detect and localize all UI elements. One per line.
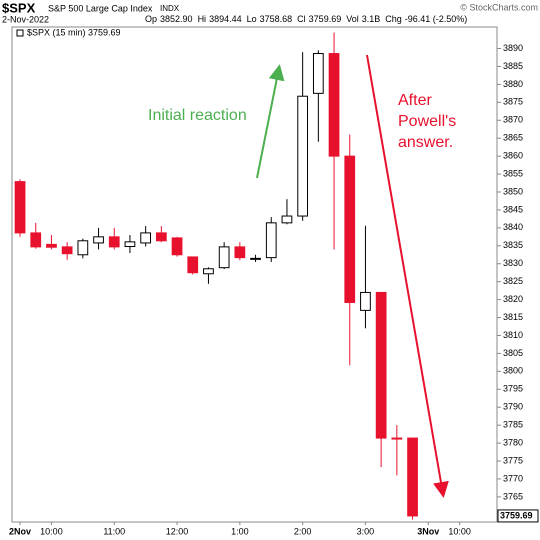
candle-body <box>265 222 277 259</box>
y-tick-label: 3790 <box>503 402 523 412</box>
exchange: INDX <box>160 4 180 13</box>
candle-body <box>30 232 42 248</box>
legend-label: $SPX (15 min) 3759.69 <box>27 27 121 37</box>
y-tick-label: 3865 <box>503 133 523 143</box>
y-tick-label: 3845 <box>503 204 523 214</box>
candle-body <box>297 95 309 217</box>
y-tick-label: 3825 <box>503 276 523 286</box>
candle-body <box>108 236 120 248</box>
y-tick-label: 3770 <box>503 473 523 483</box>
y-tick-label: 3815 <box>503 312 523 322</box>
y-tick-label: 3890 <box>503 43 523 53</box>
chart-subtitle: S&P 500 Large Cap Index <box>48 3 153 13</box>
chart-title: $SPX <box>2 0 36 15</box>
annotation: Powell's <box>398 113 456 130</box>
x-tick-label: 3Nov <box>417 526 439 536</box>
x-tick-label: 1:00 <box>231 526 249 536</box>
y-tick-label: 3885 <box>503 61 523 71</box>
candle-body <box>14 181 26 234</box>
candle-body <box>281 215 293 224</box>
annotation: After <box>398 92 432 109</box>
candle-body <box>46 243 57 248</box>
price-tag-label: 3759.69 <box>500 510 533 520</box>
y-tick-label: 3860 <box>503 151 523 161</box>
x-tick-label: 11:00 <box>103 526 125 536</box>
y-tick-label: 3810 <box>503 330 523 340</box>
y-tick-label: 3870 <box>503 115 523 125</box>
annotation-arrow <box>366 54 449 498</box>
quote-value: 3894.44 <box>209 14 242 24</box>
annotation: Initial reaction <box>148 107 247 124</box>
y-tick-label: 3775 <box>503 455 523 465</box>
quote-label: Cl <box>297 14 306 24</box>
candle-body <box>155 232 167 242</box>
candle-body <box>203 268 214 275</box>
candle-body <box>77 240 89 256</box>
annotation: answer. <box>398 134 453 151</box>
plot-frame <box>11 26 498 523</box>
candle-body <box>344 155 356 303</box>
candle-body <box>234 246 246 259</box>
candle-body <box>250 257 261 260</box>
quote-label: Vol <box>346 14 359 24</box>
copyright: © StockCharts.com <box>460 2 538 12</box>
candle-body <box>93 236 104 244</box>
y-tick-label: 3765 <box>503 491 523 501</box>
quote-label: Lo <box>247 14 257 24</box>
price-tag <box>497 509 539 523</box>
date: 2-Nov-2022 <box>2 14 49 24</box>
x-tick-label: 10:00 <box>448 526 471 536</box>
x-tick-label: 3:00 <box>357 526 375 536</box>
candle-body <box>140 232 152 244</box>
y-tick-label: 3820 <box>503 294 523 304</box>
y-tick-label: 3850 <box>503 186 523 196</box>
candle-body <box>375 291 387 439</box>
candle-body <box>171 237 183 256</box>
candle-body <box>124 241 136 248</box>
y-tick-label: 3835 <box>503 240 523 250</box>
x-tick-label: 2:00 <box>294 526 312 536</box>
candle-body <box>61 246 73 255</box>
quote-value: 3759.69 <box>309 14 342 24</box>
candle-body <box>328 53 340 157</box>
annotation-arrow <box>256 64 285 179</box>
quote-line: Op 3852.90 Hi 3894.44 Lo 3758.68 Cl 3759.69 Vol 3… <box>145 14 467 24</box>
y-tick-label: 3840 <box>503 222 523 232</box>
candle-body <box>360 291 371 311</box>
candle-body <box>218 246 230 269</box>
x-tick-label: 12:00 <box>166 526 189 536</box>
quote-label: Hi <box>198 14 207 24</box>
y-tick-label: 3805 <box>503 348 523 358</box>
y-tick-label: 3780 <box>503 437 523 447</box>
y-tick-label: 3800 <box>503 366 523 376</box>
candle-body <box>187 256 199 274</box>
quote-value: 3852.90 <box>160 14 193 24</box>
y-tick-label: 3795 <box>503 384 523 394</box>
quote-label: Chg <box>385 14 402 24</box>
y-tick-label: 3785 <box>503 420 523 430</box>
legend-icon <box>16 29 24 37</box>
y-tick-label: 3880 <box>503 79 523 89</box>
x-tick-label: 10:00 <box>40 526 63 536</box>
candle-body <box>391 437 403 440</box>
y-tick-label: 3855 <box>503 168 523 178</box>
y-tick-label: 3830 <box>503 258 523 268</box>
candle-body <box>407 437 418 517</box>
x-tick-label: 2Nov <box>9 526 31 536</box>
candle-body <box>312 53 324 94</box>
quote-value: 3758.68 <box>260 14 293 24</box>
quote-value: -96.41 (-2.50%) <box>405 14 468 24</box>
quote-label: Op <box>145 14 157 24</box>
quote-value: 3.1B <box>362 14 381 24</box>
y-tick-label: 3875 <box>503 97 523 107</box>
